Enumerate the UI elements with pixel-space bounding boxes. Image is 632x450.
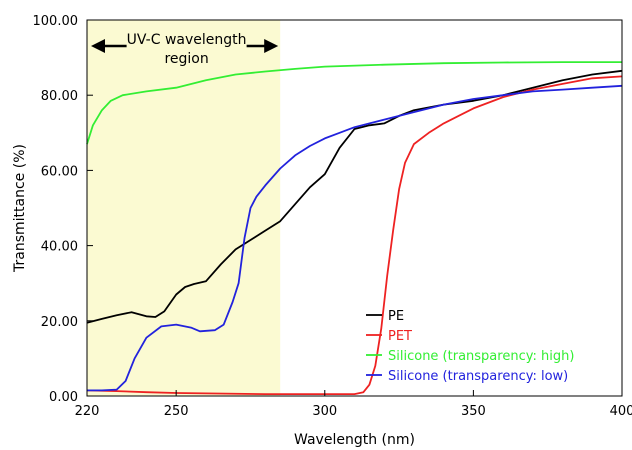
series-line-1: [86, 75, 623, 395]
y-tick-label-5: 100.00: [33, 14, 79, 29]
uvc-arrow-right-head: [264, 39, 279, 53]
ticks-layer: 220 250 300 350 400 0.00 20.00 40.00 60.00 80.00 1…: [33, 14, 632, 419]
uvc-label-line-1: region: [164, 51, 208, 67]
legend-label-1: PET: [388, 329, 412, 344]
x-tick-label-1: 250: [164, 404, 189, 419]
series-line-2: [86, 61, 622, 145]
uvc-shaded-region: [87, 20, 281, 396]
uvc-arrow-left-head: [91, 39, 105, 53]
y-tick-label-2: 40.00: [41, 240, 78, 255]
series-line-3: [87, 84, 623, 392]
x-axis-title: Wavelength (nm): [294, 432, 415, 448]
x-tick-label-3: 350: [461, 404, 486, 419]
y-axis-title: Transmittance (%): [12, 144, 28, 273]
x-tick-label-0: 220: [75, 404, 100, 419]
legend-label-3: Silicone (transparency: low): [388, 369, 568, 384]
y-tick-label-0: 0.00: [49, 390, 78, 405]
y-tick-label-3: 60.00: [41, 164, 78, 179]
annotation-layer: UV-C wavelength region: [91, 26, 279, 68]
x-tick-label-4: 400: [610, 404, 632, 419]
legend-label-2: Silicone (transparency: high): [388, 349, 574, 364]
uvc-label-background: [126, 26, 247, 68]
y-tick-label-1: 20.00: [41, 315, 78, 330]
uvc-label-line-0: UV-C wavelength: [127, 32, 247, 48]
shaded-region-layer: [87, 20, 281, 396]
x-tick-label-2: 300: [312, 404, 337, 419]
series-line-0: [86, 69, 623, 324]
series-layer: [86, 61, 623, 395]
y-tick-label-4: 80.00: [41, 89, 78, 104]
plot-frame: [86, 19, 623, 397]
legend: PE PET Silicone (transparency: high) Silico…: [366, 309, 574, 384]
legend-label-0: PE: [388, 309, 404, 324]
